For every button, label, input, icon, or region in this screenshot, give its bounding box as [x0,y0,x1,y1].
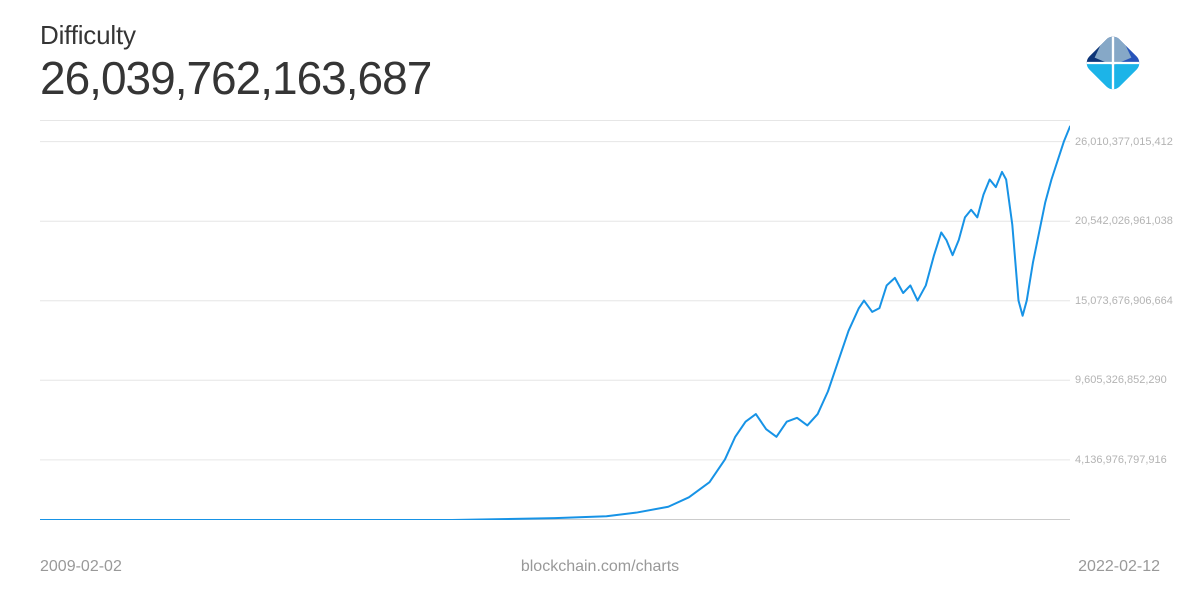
y-axis-labels: 4,136,976,797,916 9,605,326,852,290 15,073… [1075,120,1195,520]
x-axis-start-label: 2009-02-02 [40,558,122,576]
source-label: blockchain.com/charts [122,558,1078,576]
x-axis-end-label: 2022-02-12 [1078,558,1160,576]
y-tick-label: 20,542,026,961,038 [1075,215,1173,227]
y-tick-label: 15,073,676,906,664 [1075,295,1173,307]
chart-plot [40,120,1070,520]
header: Difficulty 26,039,762,163,687 [40,20,1160,107]
chart-card: Difficulty 26,039,762,163,687 4,136,976,… [0,0,1200,600]
y-tick-label: 4,136,976,797,916 [1075,454,1167,466]
chart-title: Difficulty [40,20,431,51]
blockchain-logo-icon [1074,24,1152,107]
y-tick-label: 26,010,377,015,412 [1075,136,1173,148]
footer: 2009-02-02 blockchain.com/charts 2022-02… [40,558,1160,576]
chart-value: 26,039,762,163,687 [40,53,431,104]
y-tick-label: 9,605,326,852,290 [1075,374,1167,386]
header-text: Difficulty 26,039,762,163,687 [40,20,431,104]
